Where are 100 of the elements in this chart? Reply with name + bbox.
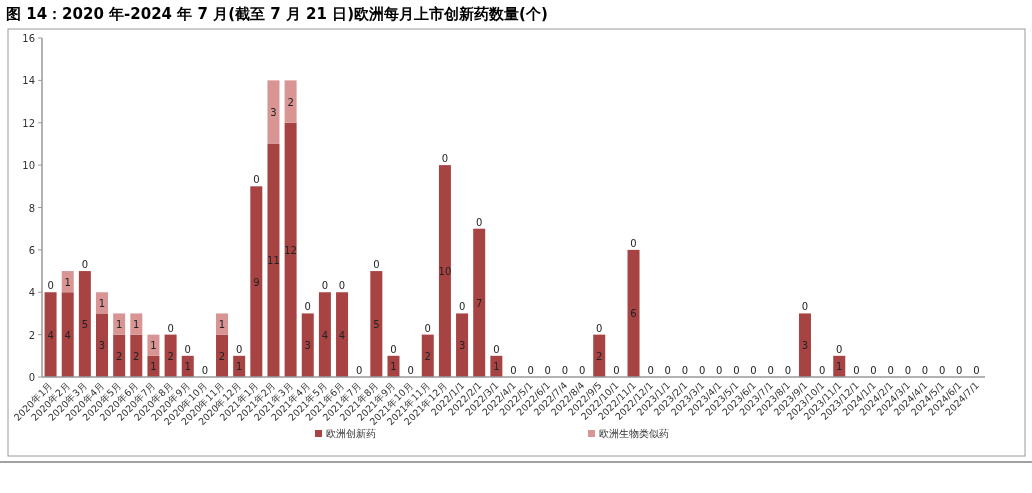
data-label: 0	[356, 365, 363, 376]
data-label: 0	[664, 365, 671, 376]
bar	[61, 292, 74, 377]
data-label: 0	[510, 365, 517, 376]
bar	[438, 165, 451, 377]
data-label: 1	[133, 319, 140, 331]
data-label: 0	[441, 153, 449, 165]
bar	[44, 292, 57, 377]
data-label: 0	[407, 365, 414, 376]
bar	[267, 80, 280, 144]
data-label: 1	[150, 361, 157, 373]
y-tick-label: 14	[22, 75, 35, 87]
bar	[370, 271, 383, 377]
data-label: 0	[681, 365, 689, 376]
chart-title: 图 14：2020 年-2024 年 7 月(截至 7 月 21 日)欧洲每月上市创新药数量(个)	[6, 5, 548, 23]
data-label: 4	[47, 329, 54, 341]
data-label: 0	[304, 301, 311, 313]
data-label: 0	[733, 365, 740, 376]
data-label: 3	[801, 340, 809, 352]
data-label: 0	[81, 259, 89, 271]
data-label: 1	[493, 361, 500, 373]
data-label: 0	[184, 343, 191, 355]
data-label: 0	[561, 365, 569, 376]
y-tick-label: 16	[22, 33, 35, 44]
data-label: 0	[818, 365, 826, 376]
data-label: 1	[836, 361, 843, 373]
data-label: 11	[267, 255, 280, 267]
data-label: 0	[698, 365, 706, 376]
data-label: 0	[47, 280, 54, 292]
data-label: 0	[321, 280, 329, 292]
bar	[284, 80, 297, 123]
bar	[78, 271, 91, 377]
data-label: 0	[836, 343, 843, 355]
bar	[421, 334, 434, 377]
bar	[250, 186, 263, 377]
bar	[164, 334, 177, 377]
bar	[96, 292, 109, 314]
bar	[284, 122, 297, 377]
bar	[301, 313, 314, 377]
bar	[61, 271, 74, 293]
data-label: 1	[98, 297, 106, 309]
data-label: 3	[458, 340, 466, 352]
legend-label: 欧洲创新药	[326, 428, 376, 439]
data-label: 6	[630, 308, 637, 320]
data-label: 0	[630, 237, 637, 249]
bar	[113, 313, 126, 335]
data-label: 0	[390, 343, 397, 355]
bar	[267, 143, 280, 377]
data-label: 0	[613, 365, 620, 376]
data-label: 2	[218, 350, 226, 362]
data-label: 4	[64, 329, 71, 341]
data-label: 0	[373, 259, 380, 271]
data-label: 2	[287, 96, 294, 108]
data-label: 0	[784, 365, 792, 376]
data-label: 1	[64, 276, 71, 288]
data-label: 5	[373, 319, 380, 331]
data-label: 2	[596, 350, 603, 362]
bar	[336, 292, 349, 377]
data-label: 3	[98, 340, 106, 352]
data-label: 0	[904, 365, 912, 376]
data-label: 7	[476, 297, 483, 309]
data-label: 1	[184, 361, 191, 373]
data-label: 0	[938, 365, 946, 376]
data-label: 1	[218, 319, 226, 331]
y-tick-label: 6	[28, 244, 35, 256]
data-label: 0	[887, 365, 894, 376]
bar	[627, 249, 640, 377]
data-label: 0	[578, 365, 586, 376]
y-tick-label: 0	[28, 372, 35, 383]
data-label: 0	[476, 216, 483, 228]
bar	[147, 334, 160, 356]
bar	[593, 334, 606, 377]
data-label: 1	[150, 340, 157, 352]
bar	[113, 334, 126, 377]
data-label: 4	[321, 329, 329, 341]
bar	[473, 228, 486, 377]
data-label: 0	[493, 343, 500, 355]
data-label: 9	[253, 276, 260, 288]
data-label: 2	[424, 350, 431, 362]
data-label: 10	[438, 266, 452, 278]
data-label: 0	[424, 322, 431, 334]
data-label: 1	[390, 361, 397, 373]
data-label: 0	[167, 322, 174, 334]
data-label: 2	[167, 350, 174, 362]
bar	[798, 313, 811, 377]
data-label: 0	[458, 301, 466, 313]
data-label: 0	[750, 365, 757, 376]
data-label: 0	[853, 365, 860, 376]
data-label: 0	[527, 365, 534, 376]
data-label: 2	[115, 350, 123, 362]
data-label: 0	[767, 365, 774, 376]
data-label: 3	[304, 340, 311, 352]
bar	[130, 334, 143, 377]
data-label: 0	[921, 365, 929, 376]
data-label: 0	[870, 365, 877, 376]
data-label: 0	[647, 365, 654, 376]
y-tick-label: 8	[28, 202, 35, 214]
bar	[216, 334, 229, 377]
data-label: 0	[235, 343, 243, 355]
legend-label: 欧洲生物类似药	[599, 428, 669, 439]
